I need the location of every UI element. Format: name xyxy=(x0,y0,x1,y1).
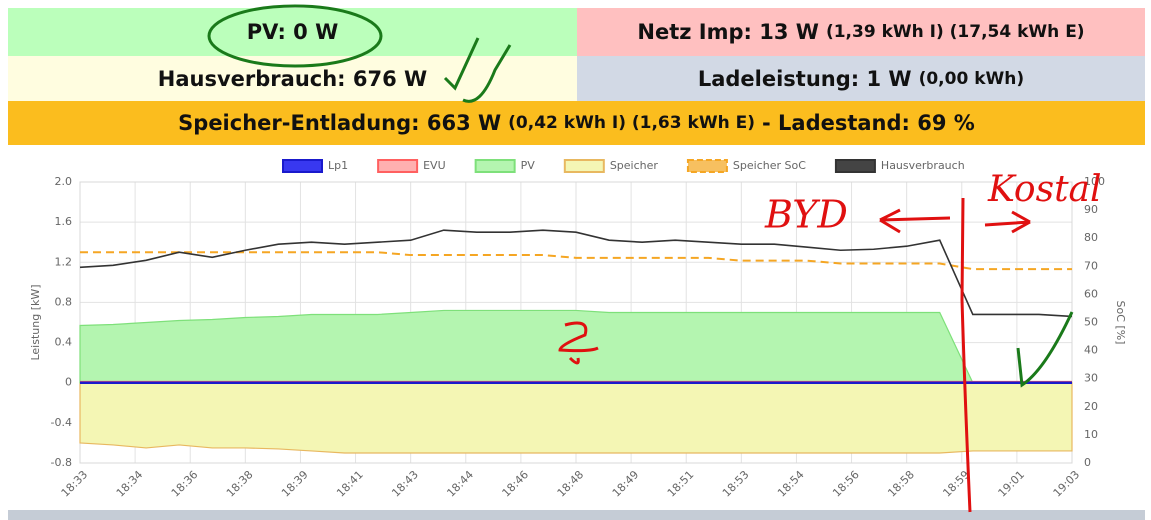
x-tick-label: 19:03 xyxy=(1051,468,1083,500)
status-row: PV: 0 W Netz Imp: 13 W (1,39 kWh I) (17,5… xyxy=(8,8,1145,56)
series-line xyxy=(79,229,1073,318)
annotation-line xyxy=(960,197,972,513)
pv-panel: PV: 0 W xyxy=(8,8,577,56)
x-tick-label: 18:53 xyxy=(720,468,752,500)
y2-tick-label: 50 xyxy=(1084,316,1098,329)
y-tick-label: -0.4 xyxy=(51,416,72,429)
y2-tick-label: 10 xyxy=(1084,428,1098,441)
x-tick-label: 18:34 xyxy=(114,468,146,500)
y2-axis-title: SoC [%] xyxy=(1114,301,1127,345)
dashed-line xyxy=(80,251,1072,271)
series-area xyxy=(79,309,1072,384)
y2-tick-label: 80 xyxy=(1084,231,1098,244)
y-tick-label: 0.8 xyxy=(55,295,73,308)
legend-swatch xyxy=(377,159,419,173)
storage-panel: Speicher-Entladung: 663 W (0,42 kWh I) (1… xyxy=(8,101,1145,145)
status-row: Speicher-Entladung: 663 W (0,42 kWh I) (1… xyxy=(8,101,1145,145)
legend-swatch xyxy=(474,159,516,173)
legend-swatch xyxy=(834,159,876,173)
x-tick-label: 18:49 xyxy=(610,468,642,500)
x-tick-label: 18:41 xyxy=(334,468,366,500)
charge-label: Ladeleistung: 1 W xyxy=(697,66,912,91)
legend-label: EVU xyxy=(423,159,446,172)
x-tick-label: 18:44 xyxy=(444,468,476,500)
y2-tick-label: 20 xyxy=(1084,400,1098,413)
annotation-check xyxy=(443,37,512,103)
annotation-arrow xyxy=(879,208,1031,234)
x-tick-label: 18:58 xyxy=(885,468,917,500)
annotation-text: Kostal xyxy=(987,169,1102,210)
y2-tick-label: 70 xyxy=(1084,259,1098,272)
plot-frame xyxy=(79,181,1073,464)
x-tick-label: 18:33 xyxy=(59,468,91,500)
storage-soc: - Ladestand: 69 % xyxy=(761,111,975,135)
y-tick-label: 0 xyxy=(65,376,72,389)
y-tick-label: 1.6 xyxy=(55,215,73,228)
bottom-bar xyxy=(8,510,1145,520)
pv-label: PV: 0 W xyxy=(246,20,339,44)
annotation-text: BYD xyxy=(764,193,848,237)
x-tick-label: 18:46 xyxy=(500,468,532,500)
x-tick-label: 18:43 xyxy=(389,468,421,500)
legend-label: Speicher SoC xyxy=(733,159,806,172)
y-tick-label: 1.2 xyxy=(55,255,73,268)
charge-panel: Ladeleistung: 1 W (0,00 kWh) xyxy=(577,56,1145,101)
x-tick-label: 18:36 xyxy=(169,468,201,500)
y2-tick-label: 40 xyxy=(1084,344,1098,357)
x-tick-label: 19:01 xyxy=(996,468,1028,500)
grid-detail: (1,39 kWh I) (17,54 kWh E) xyxy=(825,22,1085,42)
y2-tick-label: 0 xyxy=(1084,456,1091,469)
x-tick-label: 18:54 xyxy=(775,468,807,500)
legend-swatch xyxy=(282,159,323,173)
y-tick-label: -0.8 xyxy=(51,456,72,469)
legend-swatch xyxy=(563,159,605,173)
y2-tick-label: 90 xyxy=(1084,203,1098,216)
y2-tick-label: 100 xyxy=(1084,175,1105,188)
charge-detail: (0,00 kWh) xyxy=(918,68,1025,89)
annotation-mark xyxy=(558,321,599,365)
x-tick-label: 18:38 xyxy=(224,468,256,500)
legend-label: Speicher xyxy=(610,159,659,172)
grid-panel: Netz Imp: 13 W (1,39 kWh I) (17,54 kWh E) xyxy=(577,8,1145,56)
x-tick-label: 18:48 xyxy=(555,468,587,500)
y2-tick-label: 30 xyxy=(1084,372,1098,385)
y-axis-title: Leistung [kW] xyxy=(29,284,42,360)
storage-label: Speicher-Entladung: 663 W xyxy=(178,111,502,135)
legend-swatch xyxy=(686,159,728,173)
legend-label: Lp1 xyxy=(328,159,348,172)
y2-tick-label: 60 xyxy=(1084,287,1098,300)
x-tick-label: 18:56 xyxy=(830,468,862,500)
annotation-circle xyxy=(207,4,383,68)
series-area xyxy=(79,382,1073,454)
grid-label: Netz Imp: 13 W xyxy=(637,20,819,44)
y-tick-label: 2.0 xyxy=(55,175,73,188)
house-label: Hausverbrauch: 676 W xyxy=(157,66,428,91)
legend-label: PV xyxy=(521,159,536,172)
legend-label: Hausverbrauch xyxy=(881,159,965,172)
y-tick-label: 0.4 xyxy=(55,336,73,349)
storage-detail: (0,42 kWh I) (1,63 kWh E) xyxy=(508,113,755,133)
x-tick-label: 18:39 xyxy=(279,468,311,500)
x-tick-label: 18:51 xyxy=(665,468,697,500)
annotation-check xyxy=(1016,311,1074,388)
